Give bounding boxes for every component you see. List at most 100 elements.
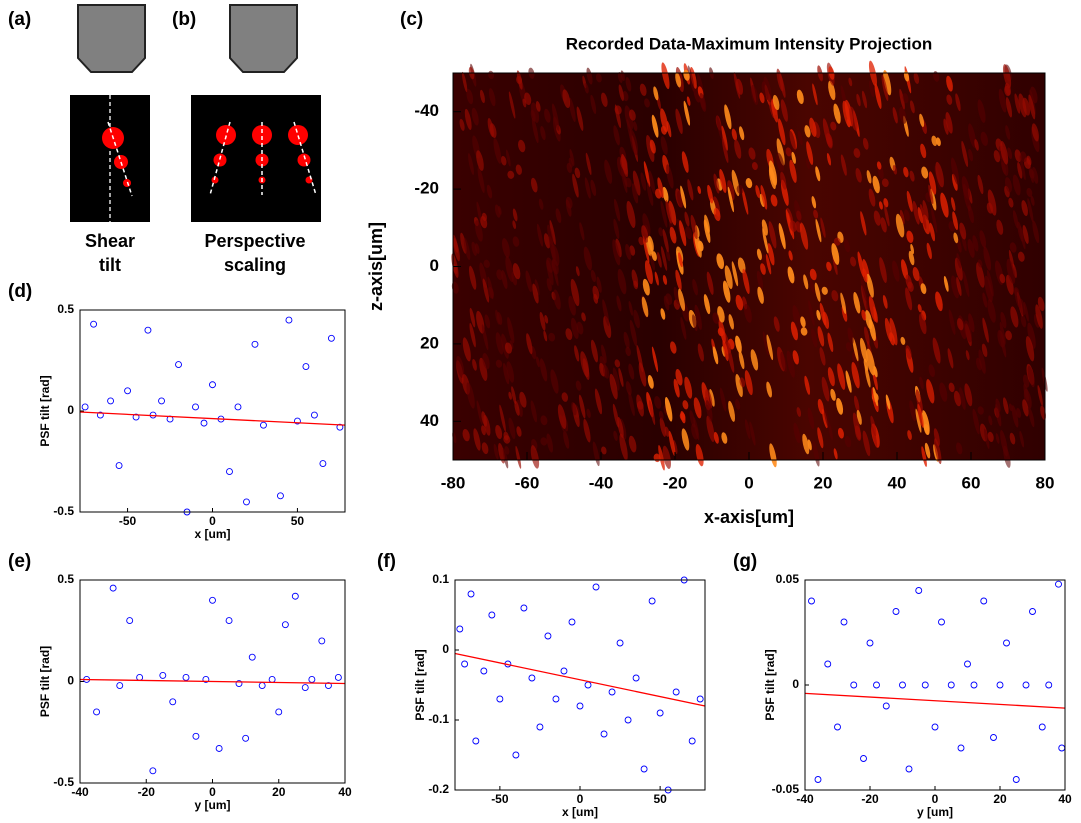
scatter-point (616, 639, 624, 647)
intensity-spot (856, 93, 861, 107)
intensity-spot (705, 400, 713, 422)
intensity-spot (868, 188, 876, 207)
intensity-spot (968, 123, 977, 148)
intensity-spot (998, 88, 1007, 113)
intensity-spot (590, 94, 597, 115)
intensity-spot (756, 270, 764, 291)
intensity-spot (909, 170, 915, 182)
intensity-spot (850, 256, 857, 267)
intensity-spot (773, 316, 780, 332)
intensity-spot (603, 364, 610, 379)
intensity-spot (965, 350, 970, 361)
intensity-spot (583, 246, 592, 271)
scatter-point (696, 695, 704, 703)
intensity-spot (651, 251, 657, 261)
x-tick-label: -20 (663, 473, 688, 492)
intensity-spot (931, 135, 938, 146)
scatter-point (608, 688, 616, 696)
intensity-spot (933, 428, 940, 447)
y-tick-label: -0.05 (772, 782, 800, 796)
intensity-spot (620, 167, 628, 193)
intensity-spot (809, 279, 815, 293)
intensity-spot (1037, 296, 1045, 312)
intensity-spot (574, 167, 581, 179)
scatter-point (1055, 580, 1062, 588)
intensity-spot (759, 92, 765, 104)
intensity-spot (584, 177, 591, 199)
intensity-spot (871, 425, 878, 448)
intensity-spot (899, 106, 907, 124)
intensity-spot (794, 200, 802, 224)
intensity-spot (499, 404, 506, 432)
intensity-spot (544, 108, 551, 123)
scatter-point (496, 695, 504, 703)
intensity-spot (780, 99, 788, 122)
intensity-spot (1012, 174, 1021, 196)
intensity-spot (987, 189, 997, 216)
intensity-spot (917, 206, 923, 224)
intensity-spot (1026, 187, 1033, 197)
tilt-dash (209, 121, 231, 196)
intensity-spot (534, 279, 540, 296)
intensity-spot (820, 217, 826, 238)
intensity-spot (625, 346, 631, 357)
scatter-point (544, 632, 552, 640)
y-tick-label: 0.05 (776, 572, 800, 586)
x-tick-label: 60 (962, 473, 981, 492)
intensity-spot (616, 295, 622, 312)
intensity-spot (821, 376, 830, 402)
intensity-spot (530, 400, 538, 423)
intensity-spot (728, 314, 734, 330)
intensity-spot (668, 200, 677, 226)
intensity-spot (649, 400, 656, 425)
intensity-spot (664, 426, 670, 437)
intensity-spot (739, 126, 745, 141)
intensity-spot (976, 262, 985, 288)
intensity-spot (628, 300, 633, 316)
intensity-spot (477, 166, 485, 194)
scatter-point (970, 681, 978, 689)
intensity-spot (721, 125, 728, 151)
intensity-spot (1002, 64, 1012, 89)
intensity-spot (765, 253, 772, 275)
intensity-spot (731, 128, 738, 141)
intensity-spot (669, 226, 677, 244)
tilt-dash (107, 121, 133, 197)
intensity-spot (793, 422, 801, 444)
intensity-spot (644, 260, 653, 285)
intensity-spot (693, 397, 702, 419)
intensity-spot (792, 350, 799, 365)
scatter-point (93, 708, 101, 716)
intensity-spot (791, 151, 796, 164)
intensity-spot (806, 141, 814, 165)
intensity-spot (512, 263, 521, 280)
intensity-spot (462, 337, 471, 362)
y-tick-label: -0.1 (428, 712, 449, 726)
intensity-spot (868, 319, 876, 342)
psf-spot (297, 153, 311, 167)
intensity-spot (539, 312, 546, 331)
scatter-point (149, 767, 157, 775)
intensity-spot (831, 290, 839, 302)
intensity-spot (845, 342, 852, 352)
fit-line (79, 678, 346, 685)
intensity-spot (805, 157, 810, 170)
intensity-spot (832, 255, 838, 276)
intensity-spot (1028, 94, 1036, 120)
x-tick-label: 80 (1036, 473, 1055, 492)
x-tick-label: -50 (119, 514, 137, 528)
panel-label: (b) (172, 9, 196, 30)
intensity-spot (546, 278, 552, 292)
intensity-spot (502, 238, 510, 258)
intensity-spot (506, 361, 515, 383)
intensity-spot (760, 184, 768, 210)
intensity-spot (946, 94, 953, 105)
intensity-spot (736, 184, 744, 194)
scatter-point (672, 688, 680, 696)
intensity-spot (690, 214, 698, 240)
intensity-spot (982, 317, 989, 343)
intensity-spot (921, 410, 930, 435)
intensity-spot (864, 365, 871, 388)
scatter-point (892, 608, 900, 615)
